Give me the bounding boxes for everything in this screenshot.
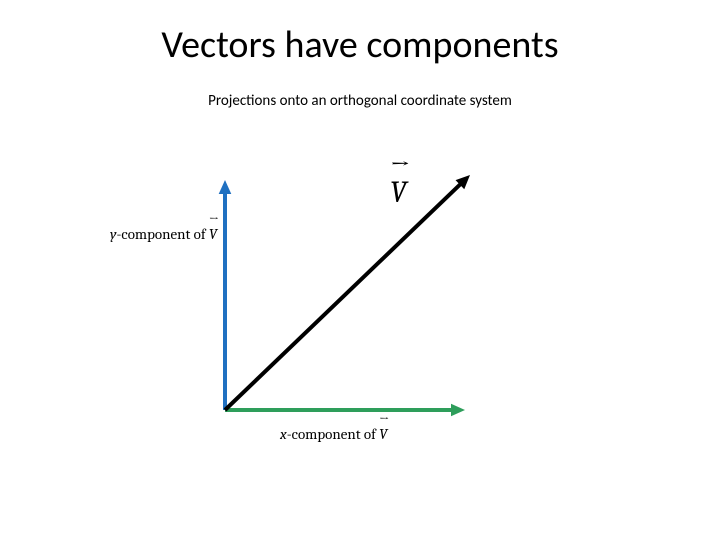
x-component-label: x-component of →V	[280, 425, 387, 443]
title-text: Vectors have components	[161, 22, 558, 68]
x-vec-arrow: →	[379, 417, 387, 423]
y-component-label: y-component of →V	[110, 225, 217, 243]
y-mid: -component of	[116, 225, 208, 243]
x-letter: x	[280, 425, 287, 443]
y-vec-symbol: →V	[209, 225, 217, 243]
y-vec-arrow: →	[209, 217, 217, 223]
main-vector-label: →V	[390, 175, 407, 210]
v-vec-letter: V	[390, 175, 407, 210]
vector-diagram: y-component of →V x-component of →V →V	[120, 150, 600, 490]
x-vec-letter: V	[379, 425, 387, 443]
x-mid: -component of	[287, 425, 379, 443]
v-vec-arrow: →	[390, 160, 407, 173]
slide: Vectors have components Projections onto…	[0, 0, 720, 540]
y-vec-letter: V	[209, 225, 217, 243]
v-vec-symbol: →V	[390, 175, 407, 210]
page-subtitle: Projections onto an orthogonal coordinat…	[0, 92, 720, 110]
page-title: Vectors have components	[0, 22, 720, 68]
x-vec-symbol: →V	[379, 425, 387, 443]
subtitle-text: Projections onto an orthogonal coordinat…	[208, 92, 512, 110]
